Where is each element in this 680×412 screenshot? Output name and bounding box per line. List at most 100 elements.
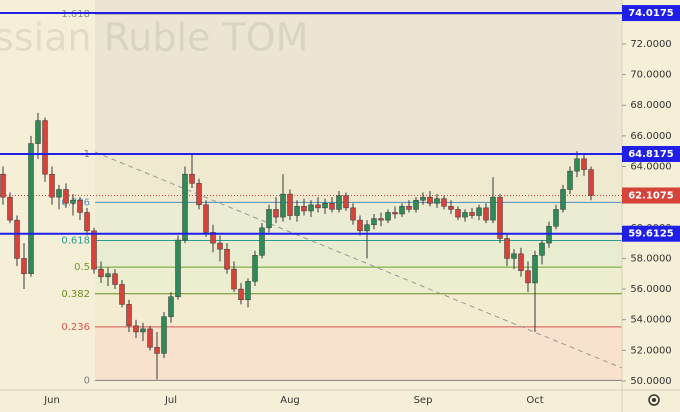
candle-body	[350, 207, 356, 221]
level-label: 74.0175	[628, 8, 674, 19]
candle-body	[126, 304, 132, 327]
fib-label: 0	[84, 375, 90, 386]
candle-body	[301, 206, 307, 212]
candle-body	[252, 255, 258, 282]
candle-body	[399, 206, 405, 215]
candle-body	[196, 183, 202, 206]
candle-body	[140, 328, 146, 333]
candle-body	[378, 218, 384, 221]
candle-body	[532, 255, 538, 284]
candle-body	[168, 296, 174, 317]
candle-body	[294, 206, 300, 216]
candle-body	[336, 195, 342, 210]
candle-body	[245, 281, 251, 301]
candle-body	[42, 120, 48, 175]
candle-body	[259, 227, 265, 256]
candle-body	[231, 268, 237, 290]
fib-band	[95, 326, 622, 381]
candle-body	[553, 209, 559, 227]
candle-body	[560, 189, 566, 210]
candle-body	[105, 273, 111, 278]
y-tick-label: 68.0000	[630, 100, 671, 111]
y-tick-label: 66.0000	[630, 131, 671, 142]
candle-body	[420, 196, 426, 201]
fib-band	[95, 293, 622, 327]
candle-body	[21, 258, 27, 274]
level-label: 59.6125	[628, 229, 674, 240]
candle-body	[434, 198, 440, 204]
fib-label: 0.236	[61, 322, 90, 333]
candle-body	[343, 195, 349, 209]
candle-body	[49, 173, 55, 198]
y-tick-label: 54.0000	[630, 315, 671, 326]
candle-body	[448, 206, 454, 210]
candle-body	[203, 204, 209, 233]
candle-body	[364, 224, 370, 232]
candle-body	[189, 173, 195, 184]
candle-body	[56, 189, 62, 198]
candle-body	[14, 219, 20, 259]
y-tick-label: 50.0000	[630, 376, 671, 387]
candle-body	[98, 268, 104, 278]
x-tick-label: Jul	[164, 395, 177, 406]
candle-body	[490, 196, 496, 221]
x-tick-label: Sep	[414, 395, 433, 406]
candle-body	[35, 120, 41, 144]
candle-body	[581, 158, 587, 170]
fib-label: 1.618	[61, 9, 90, 20]
candle-body	[329, 203, 335, 210]
candle-body	[7, 196, 13, 221]
last-price-label: 62.1075	[628, 190, 674, 201]
candle-body	[483, 207, 489, 221]
x-tick-label: Aug	[280, 395, 300, 406]
candle-body	[476, 207, 482, 216]
candle-body	[427, 196, 433, 204]
candle-body	[224, 248, 230, 270]
candle-body	[238, 288, 244, 301]
candle-body	[266, 209, 272, 229]
candle-body	[469, 212, 475, 216]
candle-body	[63, 189, 69, 204]
candle-body	[308, 204, 314, 212]
candle-body	[567, 170, 573, 190]
candle-body	[28, 143, 34, 274]
y-tick-label: 64.0000	[630, 162, 671, 173]
candle-body	[77, 199, 83, 213]
candle-body	[70, 199, 76, 204]
candle-body	[406, 206, 412, 210]
fib-band	[95, 14, 622, 154]
candle-body	[210, 232, 216, 244]
candle-body	[91, 230, 97, 270]
watermark: ssian Ruble TOM	[0, 16, 308, 60]
level-tag	[622, 225, 680, 242]
candle-body	[455, 209, 461, 218]
candle-body	[511, 253, 517, 259]
settings-icon[interactable]	[648, 394, 660, 406]
candle-body	[133, 325, 139, 333]
candle-body	[441, 198, 447, 207]
candle-body	[217, 242, 223, 250]
candle-body	[287, 193, 293, 216]
fib-label: 0.5	[74, 262, 90, 273]
y-tick-label: 72.0000	[630, 39, 671, 50]
candle-body	[112, 273, 118, 285]
y-tick-label: 58.0000	[630, 253, 671, 264]
candle-body	[357, 219, 363, 232]
candle-body	[413, 199, 419, 210]
x-tick-label: Oct	[526, 395, 543, 406]
fib-label: 0.382	[61, 289, 90, 300]
y-tick-label: 56.0000	[630, 284, 671, 295]
candle-body	[84, 212, 90, 232]
candle-body	[588, 169, 594, 196]
fib-band	[95, 267, 622, 294]
candle-body	[161, 316, 167, 354]
y-tick-label: 70.0000	[630, 70, 671, 81]
candle-body	[539, 242, 545, 256]
level-tag	[622, 145, 680, 162]
candle-body	[392, 212, 398, 215]
fib-region-top	[95, 0, 622, 15]
candle-body	[525, 270, 531, 284]
candle-body	[385, 212, 391, 221]
y-tick-label: 52.0000	[630, 345, 671, 356]
